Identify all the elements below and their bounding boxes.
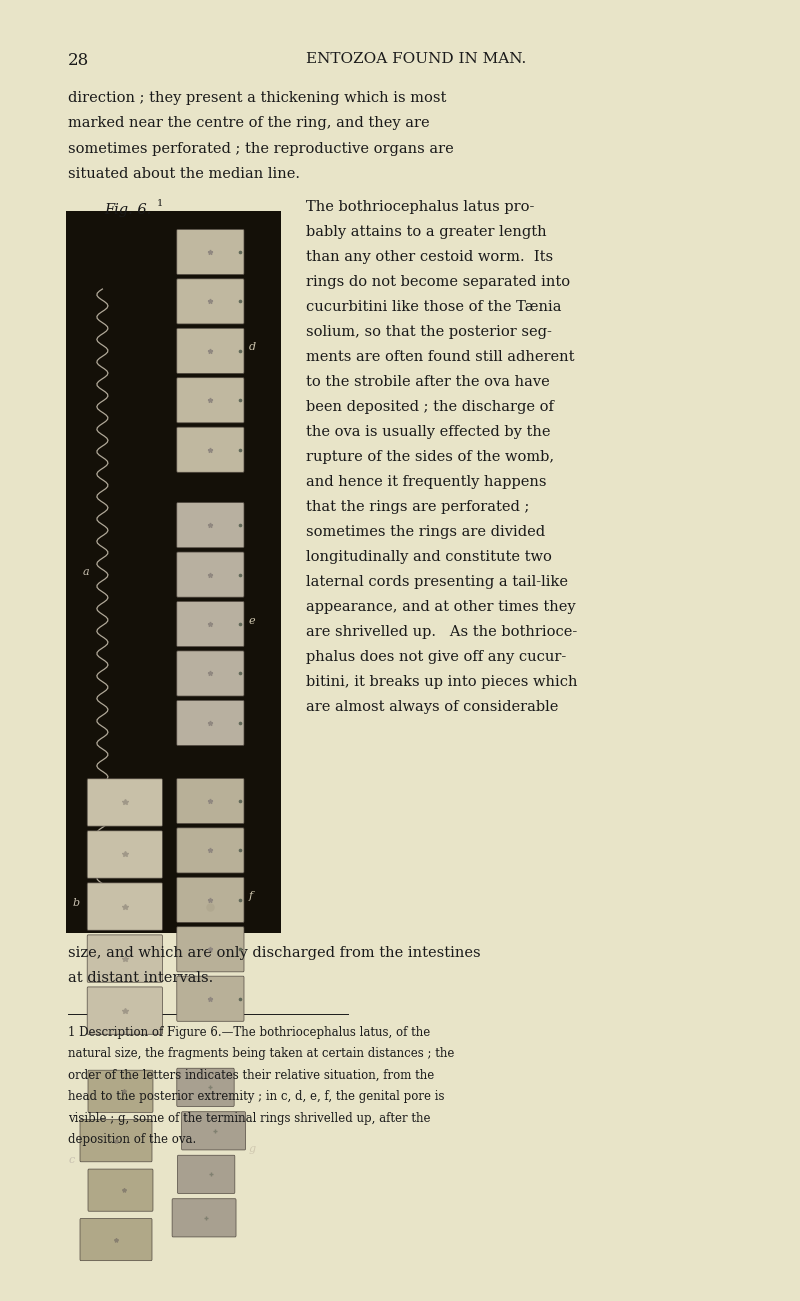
Text: ments are often found still adherent: ments are often found still adherent bbox=[306, 350, 575, 364]
FancyBboxPatch shape bbox=[177, 328, 244, 373]
FancyBboxPatch shape bbox=[177, 552, 244, 597]
Text: a: a bbox=[83, 567, 90, 576]
FancyBboxPatch shape bbox=[87, 779, 162, 826]
Text: longitudinally and constitute two: longitudinally and constitute two bbox=[306, 550, 552, 565]
FancyBboxPatch shape bbox=[88, 1071, 153, 1112]
Bar bbox=[66, 211, 281, 933]
FancyBboxPatch shape bbox=[172, 1198, 236, 1237]
Text: to the strobile after the ova have: to the strobile after the ova have bbox=[306, 375, 550, 389]
Text: deposition of the ova.: deposition of the ova. bbox=[68, 1133, 196, 1146]
FancyBboxPatch shape bbox=[177, 877, 244, 922]
Text: than any other cestoid worm.  Its: than any other cestoid worm. Its bbox=[306, 250, 554, 264]
Text: solium, so that the posterior seg-: solium, so that the posterior seg- bbox=[306, 325, 552, 340]
FancyBboxPatch shape bbox=[177, 502, 244, 548]
FancyBboxPatch shape bbox=[177, 827, 244, 873]
FancyBboxPatch shape bbox=[178, 1155, 235, 1193]
Text: sometimes the rings are divided: sometimes the rings are divided bbox=[306, 526, 546, 539]
Text: rings do not become separated into: rings do not become separated into bbox=[306, 276, 570, 289]
Text: direction ; they present a thickening which is most: direction ; they present a thickening wh… bbox=[68, 91, 446, 105]
FancyBboxPatch shape bbox=[88, 1170, 153, 1211]
FancyBboxPatch shape bbox=[177, 778, 244, 824]
Text: b: b bbox=[73, 898, 80, 908]
Text: natural size, the fragments being taken at certain distances ; the: natural size, the fragments being taken … bbox=[68, 1047, 454, 1060]
Text: bably attains to a greater length: bably attains to a greater length bbox=[306, 225, 547, 239]
Text: Fig. 6.: Fig. 6. bbox=[104, 203, 151, 217]
Text: and hence it frequently happens: and hence it frequently happens bbox=[306, 475, 547, 489]
Text: sometimes perforated ; the reproductive organs are: sometimes perforated ; the reproductive … bbox=[68, 142, 454, 156]
FancyBboxPatch shape bbox=[177, 601, 244, 647]
Text: marked near the centre of the ring, and they are: marked near the centre of the ring, and … bbox=[68, 117, 430, 130]
Text: been deposited ; the discharge of: been deposited ; the discharge of bbox=[306, 401, 554, 414]
Text: the ova is usually effected by the: the ova is usually effected by the bbox=[306, 425, 551, 440]
FancyBboxPatch shape bbox=[87, 935, 162, 982]
Text: are shrivelled up.   As the bothrioce-: are shrivelled up. As the bothrioce- bbox=[306, 624, 578, 639]
Text: c: c bbox=[68, 1155, 74, 1166]
FancyBboxPatch shape bbox=[87, 831, 162, 878]
Text: rupture of the sides of the womb,: rupture of the sides of the womb, bbox=[306, 450, 554, 464]
Text: g: g bbox=[249, 1144, 256, 1154]
Text: that the rings are perforated ;: that the rings are perforated ; bbox=[306, 500, 530, 514]
Text: 1 Description of Figure 6.—The bothriocephalus latus, of the: 1 Description of Figure 6.—The bothrioce… bbox=[68, 1025, 430, 1038]
Text: at distant intervals.: at distant intervals. bbox=[68, 971, 214, 985]
Text: cucurbitini like those of the Tænia: cucurbitini like those of the Tænia bbox=[306, 301, 562, 315]
FancyBboxPatch shape bbox=[87, 987, 162, 1034]
Text: ENTOZOA FOUND IN MAN.: ENTOZOA FOUND IN MAN. bbox=[306, 52, 526, 66]
FancyBboxPatch shape bbox=[87, 883, 162, 930]
Text: 1: 1 bbox=[157, 199, 163, 208]
Text: order of the letters indicates their relative situation, from the: order of the letters indicates their rel… bbox=[68, 1068, 434, 1081]
Text: f: f bbox=[249, 891, 253, 902]
Text: e: e bbox=[249, 615, 255, 626]
Text: appearance, and at other times they: appearance, and at other times they bbox=[306, 600, 576, 614]
FancyBboxPatch shape bbox=[182, 1112, 246, 1150]
FancyBboxPatch shape bbox=[177, 377, 244, 423]
Text: laternal cords presenting a tail-like: laternal cords presenting a tail-like bbox=[306, 575, 568, 589]
FancyBboxPatch shape bbox=[177, 976, 244, 1021]
FancyBboxPatch shape bbox=[177, 229, 244, 275]
FancyBboxPatch shape bbox=[80, 1120, 152, 1162]
Text: bitini, it breaks up into pieces which: bitini, it breaks up into pieces which bbox=[306, 675, 578, 690]
FancyBboxPatch shape bbox=[177, 650, 244, 696]
Text: 28: 28 bbox=[68, 52, 90, 69]
Text: The bothriocephalus latus pro-: The bothriocephalus latus pro- bbox=[306, 200, 534, 215]
FancyBboxPatch shape bbox=[177, 1068, 234, 1106]
Text: size, and which are only discharged from the intestines: size, and which are only discharged from… bbox=[68, 946, 481, 960]
FancyBboxPatch shape bbox=[177, 427, 244, 472]
Text: head to the posterior extremity ; in c, d, e, f, the genital pore is: head to the posterior extremity ; in c, … bbox=[68, 1090, 445, 1103]
Text: visible ; g, some of the terminal rings shrivelled up, after the: visible ; g, some of the terminal rings … bbox=[68, 1111, 430, 1124]
Text: are almost always of considerable: are almost always of considerable bbox=[306, 700, 558, 714]
Text: d: d bbox=[249, 342, 256, 353]
FancyBboxPatch shape bbox=[177, 278, 244, 324]
FancyBboxPatch shape bbox=[177, 700, 244, 745]
Text: situated about the median line.: situated about the median line. bbox=[68, 168, 300, 181]
Text: phalus does not give off any cucur-: phalus does not give off any cucur- bbox=[306, 650, 566, 664]
FancyBboxPatch shape bbox=[80, 1219, 152, 1261]
FancyBboxPatch shape bbox=[177, 926, 244, 972]
